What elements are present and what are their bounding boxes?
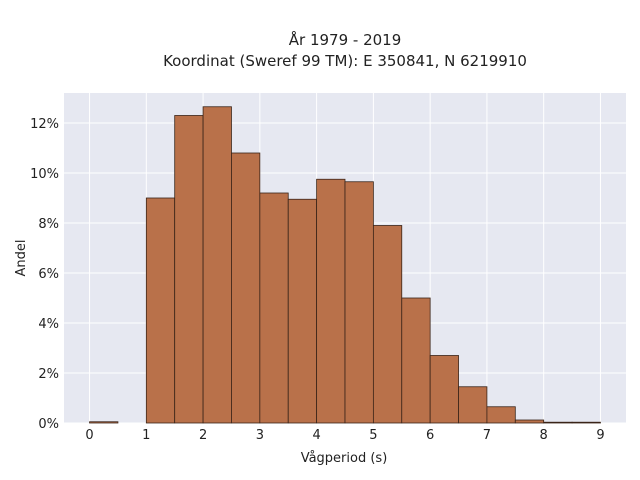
x-tick-label: 4 [312, 428, 320, 443]
bar-2 [145, 197, 176, 424]
bars [89, 106, 601, 424]
y-axis-ticks: 0% 2% 4% 6% 8% 10% 12% [30, 117, 59, 432]
x-tick-label: 6 [426, 428, 434, 443]
x-tick-label: 8 [540, 428, 548, 443]
chart-title-line-1: År 1979 - 2019 [289, 30, 402, 49]
y-tick-label: 4% [38, 317, 59, 332]
y-tick-label: 10% [30, 167, 59, 182]
y-tick-label: 12% [30, 117, 59, 132]
bar-6 [259, 192, 289, 424]
bar-10 [372, 225, 403, 424]
bar-15 [514, 419, 545, 424]
x-tick-label: 9 [596, 428, 604, 443]
x-tick-label: 7 [483, 428, 491, 443]
bar-16 [543, 421, 573, 424]
bar-9 [344, 181, 374, 424]
x-tick-label: 3 [256, 428, 264, 443]
y-tick-label: 8% [38, 217, 59, 232]
bar-7 [287, 198, 318, 424]
x-axis-label: Vågperiod (s) [301, 451, 388, 466]
bar-3 [174, 115, 204, 424]
x-axis-ticks: 0 1 2 3 4 5 6 7 8 9 [85, 428, 604, 443]
y-axis-label: Andel [14, 240, 29, 277]
bar-11 [401, 297, 431, 424]
x-tick-label: 1 [142, 428, 150, 443]
x-tick-label: 5 [369, 428, 377, 443]
bar-14 [486, 406, 516, 424]
bar-0 [89, 421, 119, 424]
bar-8 [316, 178, 346, 424]
bar-17 [571, 421, 601, 424]
bar-13 [458, 386, 488, 424]
y-tick-label: 6% [38, 267, 59, 282]
x-tick-label: 2 [199, 428, 207, 443]
bar-12 [429, 355, 459, 424]
y-tick-label: 2% [38, 367, 59, 382]
bar-4 [202, 106, 232, 424]
y-tick-label: 0% [38, 417, 59, 432]
chart-title-line-2: Koordinat (Sweref 99 TM): E 350841, N 62… [163, 52, 527, 70]
bar-5 [231, 152, 261, 424]
x-tick-label: 0 [85, 428, 93, 443]
